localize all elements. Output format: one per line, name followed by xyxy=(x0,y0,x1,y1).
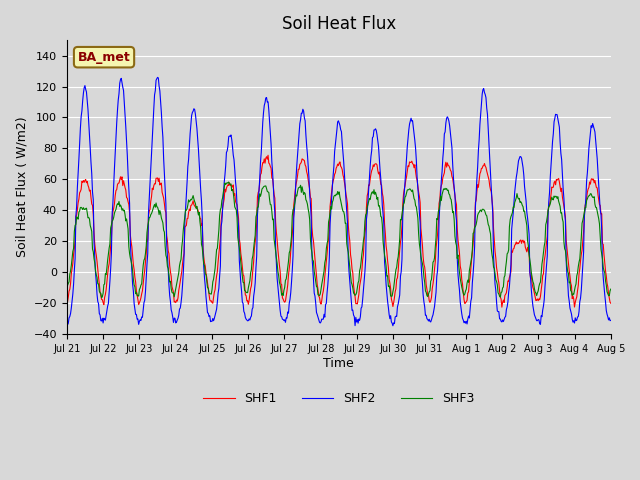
SHF2 xyxy=(422,312,430,318)
X-axis label: Time: Time xyxy=(323,357,354,370)
SHF3 xyxy=(225,179,232,185)
SHF1 xyxy=(212,273,220,279)
SHF1 xyxy=(184,216,192,221)
Line: SHF1: SHF1 xyxy=(67,155,611,307)
SHF3 xyxy=(422,289,430,295)
SHF1 xyxy=(422,271,429,277)
SHF1 xyxy=(73,212,81,218)
Line: SHF3: SHF3 xyxy=(67,182,611,298)
Title: Soil Heat Flux: Soil Heat Flux xyxy=(282,15,396,33)
SHF2 xyxy=(214,299,221,305)
SHF3 xyxy=(607,286,614,292)
SHF1 xyxy=(63,300,70,305)
SHF2 xyxy=(607,318,614,324)
SHF3 xyxy=(63,287,70,292)
SHF3 xyxy=(214,246,221,252)
SHF1 xyxy=(498,304,506,310)
SHF1 xyxy=(406,159,413,165)
Line: SHF2: SHF2 xyxy=(67,77,611,326)
Text: BA_met: BA_met xyxy=(77,51,131,64)
SHF2 xyxy=(129,281,136,287)
SHF2 xyxy=(389,323,397,329)
Y-axis label: Soil Heat Flux ( W/m2): Soil Heat Flux ( W/m2) xyxy=(15,117,28,257)
SHF3 xyxy=(406,186,414,192)
SHF3 xyxy=(73,214,81,220)
SHF1 xyxy=(264,152,272,158)
SHF3 xyxy=(129,276,137,282)
SHF3 xyxy=(98,295,106,300)
SHF1 xyxy=(129,252,136,258)
SHF1 xyxy=(607,300,614,306)
SHF2 xyxy=(185,156,193,162)
SHF2 xyxy=(406,118,414,124)
SHF2 xyxy=(63,318,70,324)
SHF2 xyxy=(154,74,161,80)
SHF2 xyxy=(73,204,81,210)
Legend: SHF1, SHF2, SHF3: SHF1, SHF2, SHF3 xyxy=(198,387,479,410)
SHF3 xyxy=(185,197,193,203)
